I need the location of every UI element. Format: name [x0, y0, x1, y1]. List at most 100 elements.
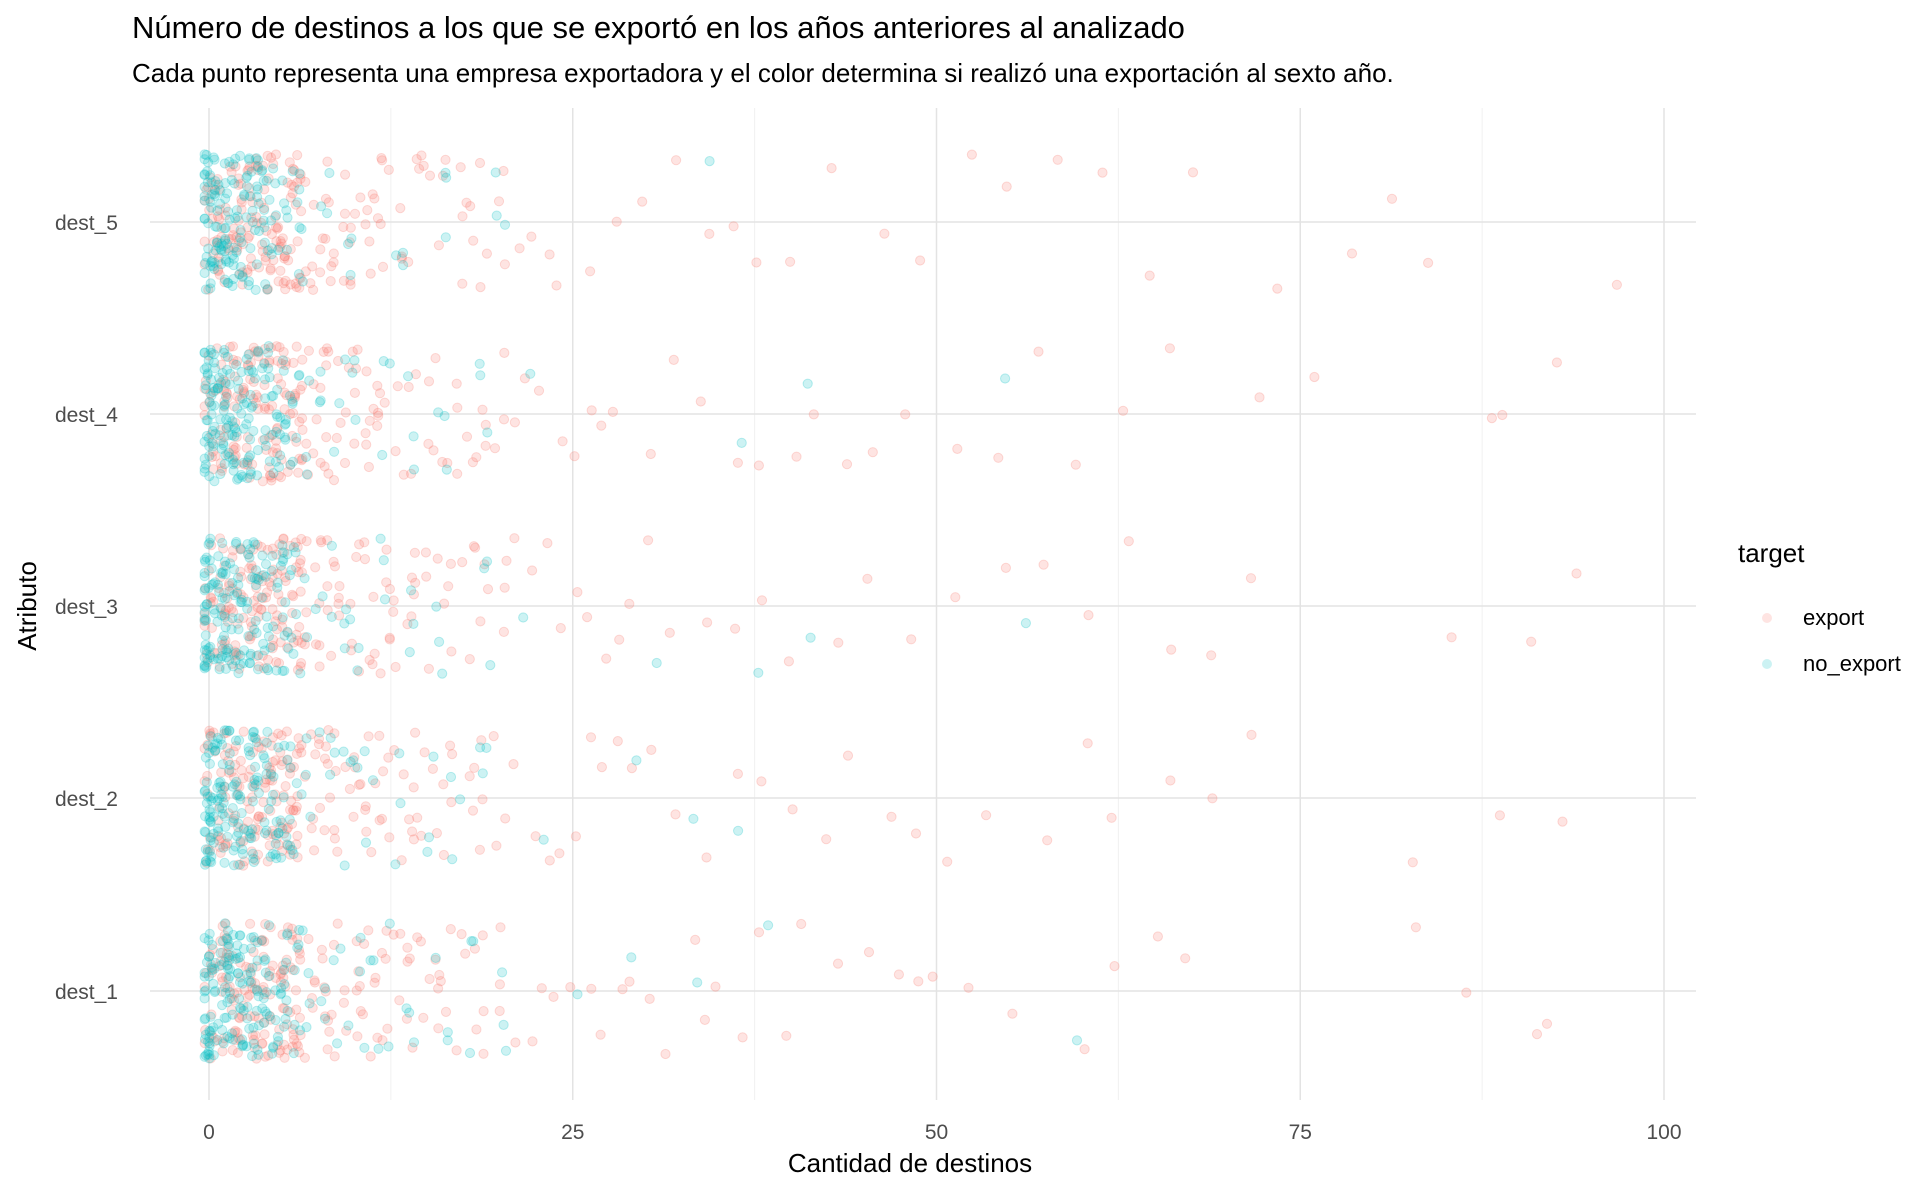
data-point-export [237, 267, 248, 278]
data-point-no-export [201, 661, 212, 673]
data-point-export [220, 351, 231, 362]
data-point-export [250, 398, 261, 409]
data-point-no-export [220, 987, 231, 999]
data-point-export [295, 1029, 306, 1041]
data-point-export [290, 199, 301, 210]
data-point-no-export [209, 604, 220, 615]
data-point-no-export [215, 377, 226, 388]
data-point-export [233, 215, 244, 226]
chart-subtitle: Cada punto representa una empresa export… [132, 58, 1394, 88]
data-point-no-export [214, 430, 225, 441]
data-point-no-export [220, 178, 231, 189]
data-point-export [216, 986, 227, 997]
data-point-export [246, 261, 257, 272]
data-point-no-export [497, 967, 508, 978]
data-point-export [333, 598, 344, 610]
data-point-export [1207, 793, 1218, 804]
data-point-export [284, 157, 295, 168]
data-point-export [246, 846, 257, 857]
data-point-export [281, 726, 292, 737]
data-point-no-export [233, 827, 244, 838]
x-tick-label: 25 [561, 1121, 584, 1144]
data-point-export [702, 617, 713, 628]
data-point-export [280, 275, 291, 286]
data-point-export [294, 282, 305, 293]
data-point-no-export [205, 196, 216, 207]
data-point-no-export [253, 787, 264, 799]
data-point-export [288, 408, 299, 419]
data-point-export [219, 781, 230, 792]
data-point-export [282, 839, 293, 850]
data-point-no-export [217, 567, 228, 578]
data-point-no-export [203, 355, 214, 366]
data-point-export [906, 634, 917, 645]
data-point-export [282, 177, 293, 188]
data-point-no-export [221, 645, 232, 656]
data-point-export [221, 388, 233, 399]
data-point-no-export [200, 1013, 211, 1024]
data-point-no-export [199, 453, 210, 464]
data-point-no-export [245, 544, 256, 555]
data-point-export [349, 387, 360, 398]
data-point-export [200, 375, 211, 386]
data-point-export [273, 728, 284, 739]
y-tick-label: dest_3 [55, 596, 118, 619]
data-point-export [278, 790, 289, 801]
data-point-export [248, 595, 260, 607]
data-point-no-export [219, 1012, 230, 1024]
data-point-export [570, 831, 582, 842]
data-point-export [216, 972, 228, 983]
data-point-no-export [430, 952, 441, 964]
data-point-no-export [281, 244, 292, 255]
data-point-export [1246, 729, 1257, 741]
data-point-export [220, 839, 231, 850]
data-point-no-export [262, 245, 273, 256]
data-point-export [218, 543, 229, 554]
data-point-export [221, 948, 232, 959]
data-point-export [468, 235, 479, 246]
data-point-no-export [332, 1038, 343, 1049]
data-point-no-export [237, 1039, 248, 1050]
data-point-export [265, 922, 276, 933]
data-point-export [241, 961, 252, 973]
data-point-no-export [199, 971, 210, 982]
data-point-export [557, 436, 568, 447]
data-point-no-export [228, 260, 239, 271]
data-point-export [381, 577, 392, 588]
data-point-export [251, 212, 262, 223]
data-point-export [222, 983, 233, 994]
data-point-export [252, 164, 263, 176]
data-point-export [202, 788, 213, 799]
data-point-export [275, 637, 286, 648]
data-point-export [469, 943, 480, 954]
data-point-export [267, 825, 278, 837]
data-point-no-export [219, 857, 230, 868]
data-point-no-export [244, 657, 255, 669]
data-point-export [1152, 931, 1164, 942]
data-point-export [314, 598, 325, 609]
data-point-no-export [218, 630, 230, 642]
data-point-no-export [224, 993, 235, 1005]
data-point-export [238, 823, 249, 834]
data-point-export [263, 971, 274, 982]
data-point-export [256, 217, 267, 228]
data-point-no-export [199, 615, 210, 627]
data-point-export [572, 587, 583, 598]
data-point-export [285, 762, 296, 773]
data-point-export [238, 388, 250, 399]
data-point-export [365, 1051, 376, 1062]
data-point-export [346, 645, 357, 656]
data-point-export [212, 211, 223, 222]
data-point-no-export [199, 652, 210, 663]
data-point-no-export [261, 611, 272, 622]
data-point-export [785, 256, 796, 267]
data-point-no-export [233, 613, 244, 624]
data-point-no-export [253, 345, 264, 357]
data-point-no-export [213, 383, 224, 394]
data-point-export [215, 936, 226, 947]
data-point-export [296, 637, 307, 648]
data-point-export [204, 949, 216, 960]
data-point-export [290, 805, 301, 816]
data-point-export [350, 363, 362, 374]
data-point-no-export [231, 246, 242, 258]
